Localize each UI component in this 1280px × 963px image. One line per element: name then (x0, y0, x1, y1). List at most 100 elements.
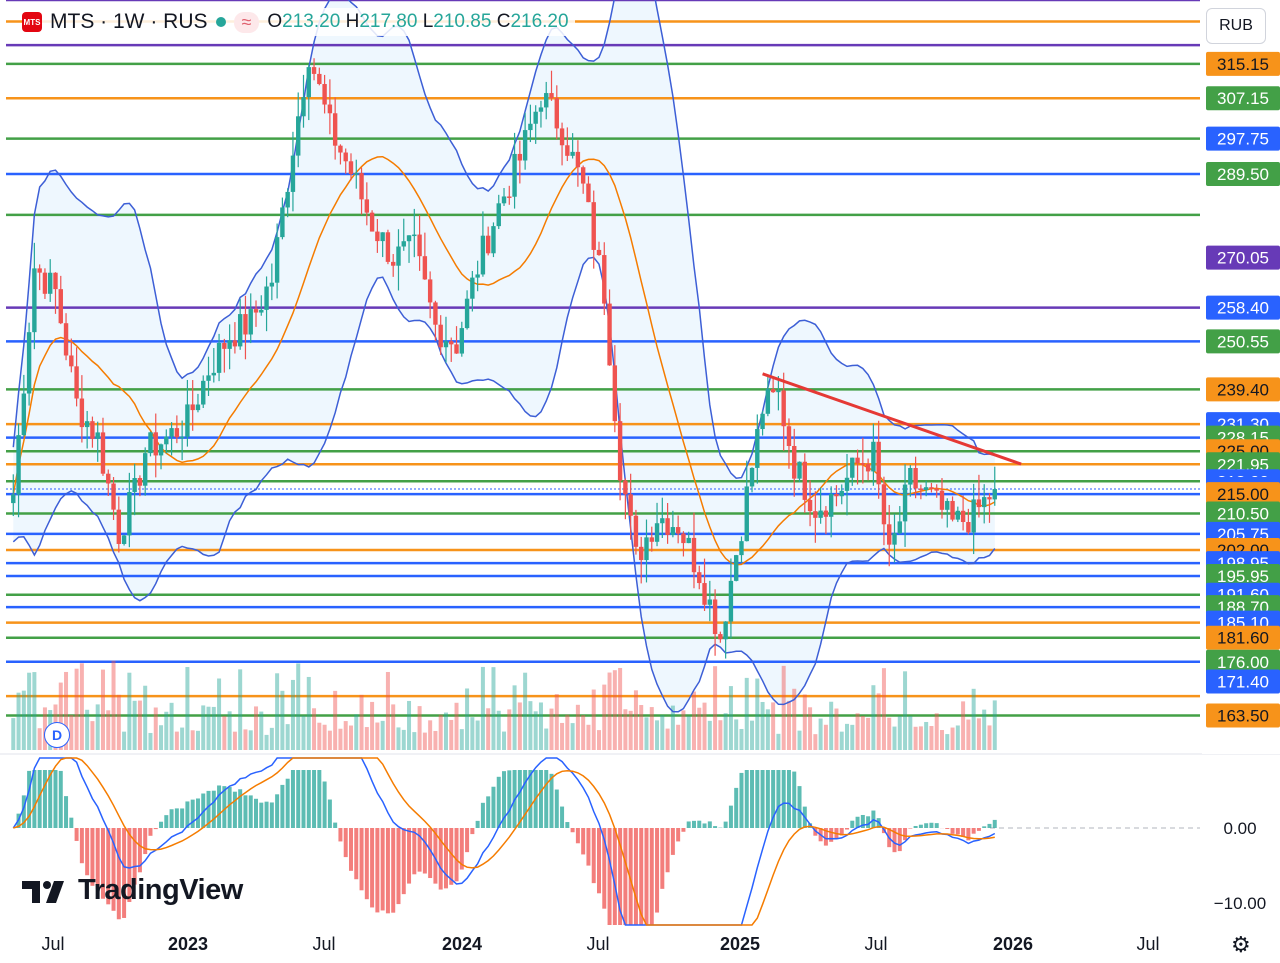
candle-body (385, 232, 391, 262)
candle-body (570, 151, 575, 156)
candle-body (311, 67, 317, 74)
candle-body (665, 518, 670, 535)
candle-body (116, 509, 122, 544)
time-axis-label: Jul (586, 934, 609, 954)
trendline-segment (762, 372, 1022, 466)
macd-histogram-bar (987, 823, 992, 828)
macd-histogram-bar (955, 828, 960, 835)
macd-axis-label: 0.00 (1223, 819, 1256, 838)
candle-body (733, 555, 739, 581)
candle-body (137, 478, 143, 486)
macd-histogram-bar (206, 790, 211, 828)
volume-bars (11, 660, 997, 750)
macd-histogram-bar (37, 770, 42, 828)
candle-body (58, 289, 63, 324)
candle-body (443, 341, 449, 348)
volume-bar (106, 710, 111, 750)
dividend-badge[interactable]: D (44, 722, 70, 748)
volume-bar (961, 701, 966, 750)
volume-bar (744, 677, 749, 750)
price-label-box (1206, 501, 1280, 526)
market-status-icon (215, 17, 226, 27)
candle-body (369, 212, 375, 232)
macd-histogram-bar (338, 828, 343, 842)
bb-area (13, 0, 995, 712)
candle-body (222, 342, 227, 349)
candle-body (42, 272, 48, 294)
candle-body (728, 580, 734, 622)
candle-body (100, 432, 106, 474)
macd-histogram-bar (976, 828, 981, 831)
macd-histogram-bar (845, 828, 850, 830)
macd-histogram-bar (459, 828, 464, 870)
volume-bar (897, 715, 902, 750)
candle-body (84, 421, 90, 428)
candle-body (501, 196, 507, 204)
volume-bar (116, 694, 121, 750)
macd-histogram-bar (597, 828, 601, 894)
candle-body (327, 104, 333, 114)
macd-histogram-bar (217, 785, 222, 828)
macd-histogram-bar (813, 828, 818, 836)
macd-histogram-bar (776, 770, 781, 828)
macd-histogram-bar (633, 828, 638, 925)
volume-bar (512, 685, 517, 750)
volume-bar (322, 724, 327, 750)
volume-bar (945, 734, 950, 750)
candle-body (712, 599, 718, 635)
macd-histogram-bar (322, 781, 327, 828)
macd-histogram-bar (58, 770, 63, 828)
volume-bar (655, 720, 660, 750)
macd-histogram-bar (122, 828, 127, 918)
macd-histogram-bar (544, 770, 549, 828)
volume-bar (475, 720, 480, 750)
macd-histogram-bar (475, 820, 480, 828)
volume-bar (929, 726, 934, 750)
volume-bar (760, 701, 765, 750)
volume-bar (523, 672, 528, 750)
candle-body (559, 128, 565, 146)
macd-histogram-bar (697, 820, 702, 828)
candle-body (127, 491, 132, 536)
candle-body (765, 389, 771, 414)
settings-gear-icon[interactable]: ⚙ (1231, 932, 1251, 957)
candle-body (169, 428, 174, 437)
approx-badge[interactable]: ≈ (233, 11, 260, 33)
price-label-box (1206, 669, 1280, 694)
candle-body (591, 202, 596, 250)
volume-bar (37, 728, 42, 750)
candle-body (649, 537, 654, 542)
macd-histogram-bar (760, 770, 765, 828)
volume-bar (16, 692, 21, 750)
candle-body (332, 113, 338, 146)
macd-histogram-bar (502, 771, 507, 828)
macd-histogram-bar (829, 828, 834, 842)
trendline[interactable] (762, 372, 1022, 466)
candle-body (976, 499, 982, 508)
price-axis[interactable]: 315.15 307.15 297.75 289.50 270.05 258.40 250.… (1202, 42, 1280, 754)
volume-bar (955, 725, 960, 750)
volume-bar (232, 731, 237, 750)
price-label-box (1206, 162, 1280, 187)
volume-bar (127, 672, 132, 750)
candle-body (485, 235, 491, 254)
macd-histogram-bar (992, 819, 997, 828)
candle-body (945, 500, 950, 510)
volume-bar (338, 728, 343, 750)
macd-histogram-bar (64, 796, 69, 828)
macd-histogram-bar (665, 828, 670, 873)
volume-bar (723, 713, 728, 750)
candle-body (470, 277, 475, 299)
symbol-title[interactable]: MTS · 1W · RUS (50, 10, 208, 33)
time-axis[interactable]: Jul 2023 Jul 2024 Jul 2025 Jul 2026 Jul (0, 928, 1280, 963)
volume-bar (686, 716, 691, 750)
candle-body (902, 484, 908, 522)
macd-histogram-bar (855, 816, 860, 828)
candlesticks[interactable] (11, 58, 997, 659)
currency-selector[interactable]: RUB (1206, 8, 1266, 44)
candle-body (960, 510, 966, 523)
candle-body (401, 241, 406, 247)
macd-histogram-bar (401, 828, 406, 895)
candle-body (596, 249, 602, 256)
